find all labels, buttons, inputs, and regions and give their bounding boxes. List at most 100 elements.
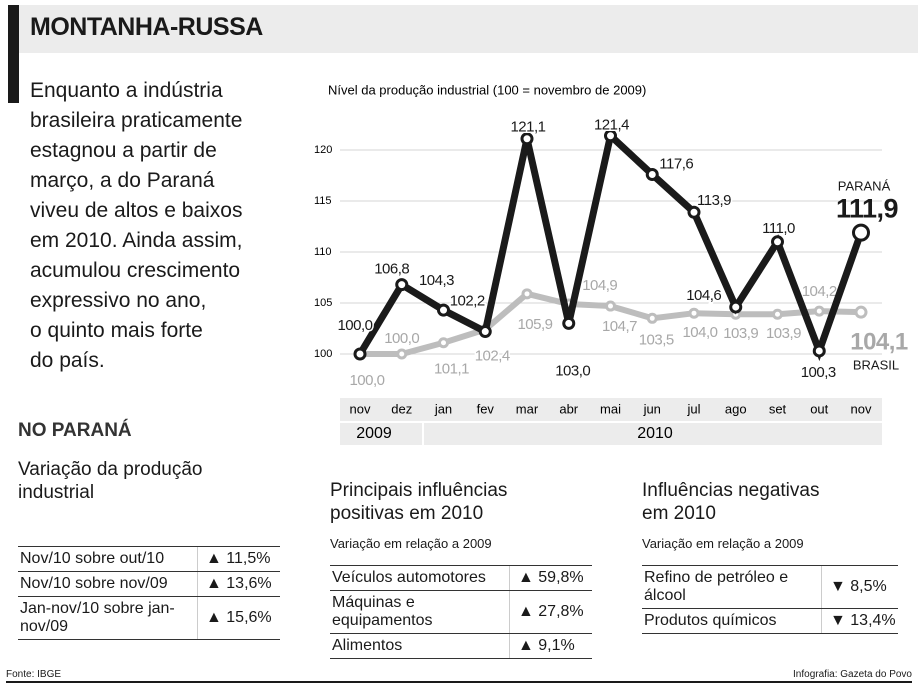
value-label: 121,1 (510, 119, 545, 136)
marker (521, 288, 533, 300)
value-label: 117,6 (659, 155, 693, 172)
value-label: 103,0 (555, 362, 590, 379)
value-label: 113,9 (697, 192, 731, 209)
title: MONTANHA-RUSSA (30, 13, 263, 41)
table-subtitle: Variação em relação a 2009 (330, 536, 492, 551)
credit: Infografia: Gazeta do Povo (793, 669, 912, 680)
label-cell: Nov/10 sobre out/10 (18, 546, 198, 572)
x-tick-label: fev (477, 401, 495, 416)
value-label: 106,8 (374, 261, 409, 278)
source: Fonte: IBGE (6, 669, 62, 680)
marker (645, 167, 659, 181)
intro-line: do país. (30, 349, 105, 372)
value-cell: ▲ 27,8% (509, 590, 592, 634)
y-tick-label: 115 (314, 195, 332, 207)
marker (562, 316, 576, 330)
label-cell: Refino de petróleo e álcool (642, 565, 822, 609)
chart: Nível da produção industrial (100 = nove… (314, 82, 908, 445)
x-tick-label: jul (686, 401, 700, 416)
label-cell: Nov/10 sobre nov/09 (18, 571, 198, 597)
table-subtitle: Variação em relação a 2009 (642, 536, 804, 551)
value-label: 111,9 (836, 194, 899, 224)
y-tick-label: 110 (314, 246, 332, 258)
x-tick-label: set (769, 401, 787, 416)
value-label: 104,9 (582, 277, 617, 294)
y-tick-label: 105 (314, 297, 332, 309)
table-row: Nov/10 sobre out/10 ▲ 11,5% (18, 546, 280, 572)
table-row: Veículos automotores ▲ 59,8% (330, 565, 592, 591)
intro-line: em 2010. Ainda assim, (30, 229, 243, 252)
intro-line: expressivo no ano, (30, 289, 207, 312)
marker (396, 348, 408, 360)
label-cell: Alimentos (330, 633, 510, 659)
value-label: 102,2 (450, 293, 485, 310)
x-tick-label: ago (725, 401, 747, 416)
marker (812, 344, 826, 358)
table-row: Máquinas e equipamentos ▲ 27,8% (330, 590, 592, 634)
heading: NO PARANÁ (18, 420, 132, 441)
intro-line: março, a do Paraná (30, 169, 215, 192)
marker (438, 337, 449, 349)
value-label: 104,2 (802, 283, 837, 300)
marker (813, 305, 825, 317)
accent-bar (8, 5, 19, 103)
label-cell: Jan-nov/10 sobre jan-nov/09 (18, 596, 198, 640)
table-title: Variação da produção industrial (18, 459, 203, 503)
marker (604, 129, 617, 143)
value-label: 103,5 (639, 331, 674, 348)
marker (854, 305, 868, 319)
marker (688, 307, 700, 319)
value-label: 104,0 (682, 324, 717, 341)
year-label: 2009 (356, 425, 392, 442)
table-row: Refino de petróleo e álcool ▼ 8,5% (642, 565, 898, 609)
intro-line: estagnou a partir de (30, 139, 217, 162)
value-cell: ▼ 8,5% (821, 565, 898, 609)
label-cell: Veículos automotores (330, 565, 510, 591)
x-tick-label: jan (434, 401, 452, 416)
x-tick-label: nov (350, 401, 371, 416)
value-label: 100,3 (801, 364, 836, 381)
marker (437, 303, 450, 317)
x-tick-label: mai (600, 401, 621, 416)
table-row: Jan-nov/10 sobre jan-nov/09 ▲ 15,6% (18, 596, 280, 640)
table-title: Principais influências positivas em 2010 (330, 480, 508, 524)
x-tick-label: mar (516, 401, 539, 416)
intro-line: acumulou crescimento (30, 259, 241, 282)
value-cell: ▲ 11,5% (197, 546, 280, 572)
marker (395, 278, 409, 292)
table-row: Nov/10 sobre nov/09 ▲ 13,6% (18, 571, 280, 597)
table-row: Produtos químicos ▼ 13,4% (642, 608, 898, 634)
value-label: 102,4 (475, 347, 510, 364)
year-label: 2010 (637, 425, 673, 442)
intro-line: o quinto mais forte (30, 319, 203, 342)
intro: Enquanto a indústria brasileira praticame… (30, 76, 242, 376)
y-tick-label: 120 (314, 144, 332, 156)
value-cell: ▲ 15,6% (197, 596, 280, 640)
value-cell: ▼ 13,4% (821, 608, 898, 634)
table: Veículos automotores ▲ 59,8% Máquinas e eq… (330, 565, 592, 659)
table-row: Alimentos ▲ 9,1% (330, 633, 592, 659)
marker (605, 300, 616, 312)
marker (687, 205, 701, 219)
value-label: 121,4 (594, 117, 629, 134)
table-title: Influências negativas em 2010 (642, 480, 820, 524)
value-cell: ▲ 59,8% (509, 565, 592, 591)
value-label: 104,6 (686, 287, 721, 304)
table: Nov/10 sobre out/10 ▲ 11,5% Nov/10 sobre n… (18, 546, 280, 640)
x-tick-label: dez (391, 401, 412, 416)
x-tick-label: out (810, 401, 828, 416)
intro-line: viveu de altos e baixos (30, 199, 243, 222)
marker (729, 300, 743, 314)
intro-line: Enquanto a indústria (30, 79, 223, 102)
marker (478, 325, 492, 339)
marker (852, 223, 870, 242)
marker (646, 312, 658, 324)
label-cell: Produtos químicos (642, 608, 822, 634)
footer: Fonte: IBGE Infografia: Gazeta do Povo (6, 669, 912, 683)
marker (353, 347, 367, 361)
value-label: 105,9 (517, 316, 552, 333)
value-label: 100,0 (349, 372, 384, 389)
value-label: 104,7 (602, 318, 637, 335)
table: Refino de petróleo e álcool ▼ 8,5% Produto… (642, 565, 898, 634)
